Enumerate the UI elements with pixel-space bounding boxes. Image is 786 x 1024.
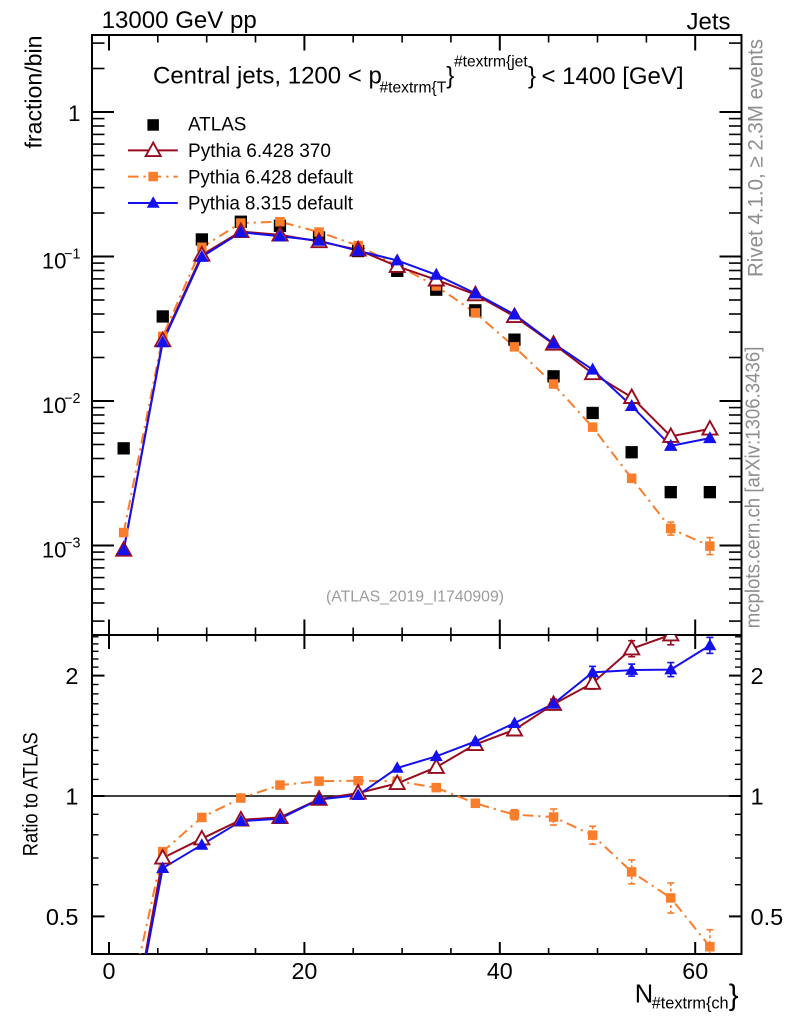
svg-text:#textrm{ch: #textrm{ch bbox=[652, 995, 729, 1013]
svg-text:13000 GeV pp: 13000 GeV pp bbox=[102, 7, 257, 34]
svg-text:−2: −2 bbox=[64, 391, 80, 407]
svg-text:20: 20 bbox=[291, 958, 317, 984]
svg-text:40: 40 bbox=[487, 958, 513, 984]
svg-text:0.5: 0.5 bbox=[46, 904, 79, 930]
svg-text:2: 2 bbox=[751, 663, 764, 689]
svg-text:(ATLAS_2019_I1740909): (ATLAS_2019_I1740909) bbox=[326, 589, 504, 606]
svg-text:−1: −1 bbox=[64, 247, 80, 263]
svg-text:Pythia 8.315 default: Pythia 8.315 default bbox=[188, 194, 354, 215]
svg-text:}: } bbox=[729, 979, 739, 1012]
svg-text:10: 10 bbox=[42, 538, 67, 563]
svg-text:mcplots.cern.ch [arXiv:1306.34: mcplots.cern.ch [arXiv:1306.3436] bbox=[743, 347, 765, 629]
svg-text:10: 10 bbox=[42, 249, 67, 274]
svg-text:1: 1 bbox=[751, 784, 764, 810]
svg-text:Jets: Jets bbox=[686, 8, 730, 35]
svg-text:#textrm{T: #textrm{T bbox=[380, 80, 447, 97]
svg-text:N: N bbox=[635, 980, 653, 1008]
svg-text:Pythia 6.428 default: Pythia 6.428 default bbox=[188, 167, 354, 188]
svg-text:Central jets, 1200 < p: Central jets, 1200 < p bbox=[153, 63, 382, 90]
svg-text:fraction/bin: fraction/bin bbox=[21, 36, 47, 149]
svg-text:2: 2 bbox=[65, 663, 78, 689]
svg-text:< 1400 [GeV]: < 1400 [GeV] bbox=[535, 63, 684, 90]
svg-text:0.5: 0.5 bbox=[751, 904, 784, 930]
svg-text:#textrm{jet: #textrm{jet bbox=[454, 54, 528, 71]
svg-text:1: 1 bbox=[68, 101, 80, 126]
svg-text:60: 60 bbox=[682, 958, 708, 984]
svg-text:0: 0 bbox=[103, 958, 116, 984]
svg-text:1: 1 bbox=[65, 784, 78, 810]
svg-text:Pythia 6.428 370: Pythia 6.428 370 bbox=[188, 141, 331, 162]
svg-text:10: 10 bbox=[42, 393, 67, 418]
svg-text:Ratio to ATLAS: Ratio to ATLAS bbox=[20, 732, 43, 856]
svg-text:Rivet 4.1.0, ≥ 2.3M events: Rivet 4.1.0, ≥ 2.3M events bbox=[745, 39, 768, 277]
svg-text:}: } bbox=[446, 63, 454, 90]
svg-text:−3: −3 bbox=[64, 536, 80, 552]
svg-text:ATLAS: ATLAS bbox=[188, 115, 246, 136]
svg-text:}: } bbox=[528, 63, 536, 90]
